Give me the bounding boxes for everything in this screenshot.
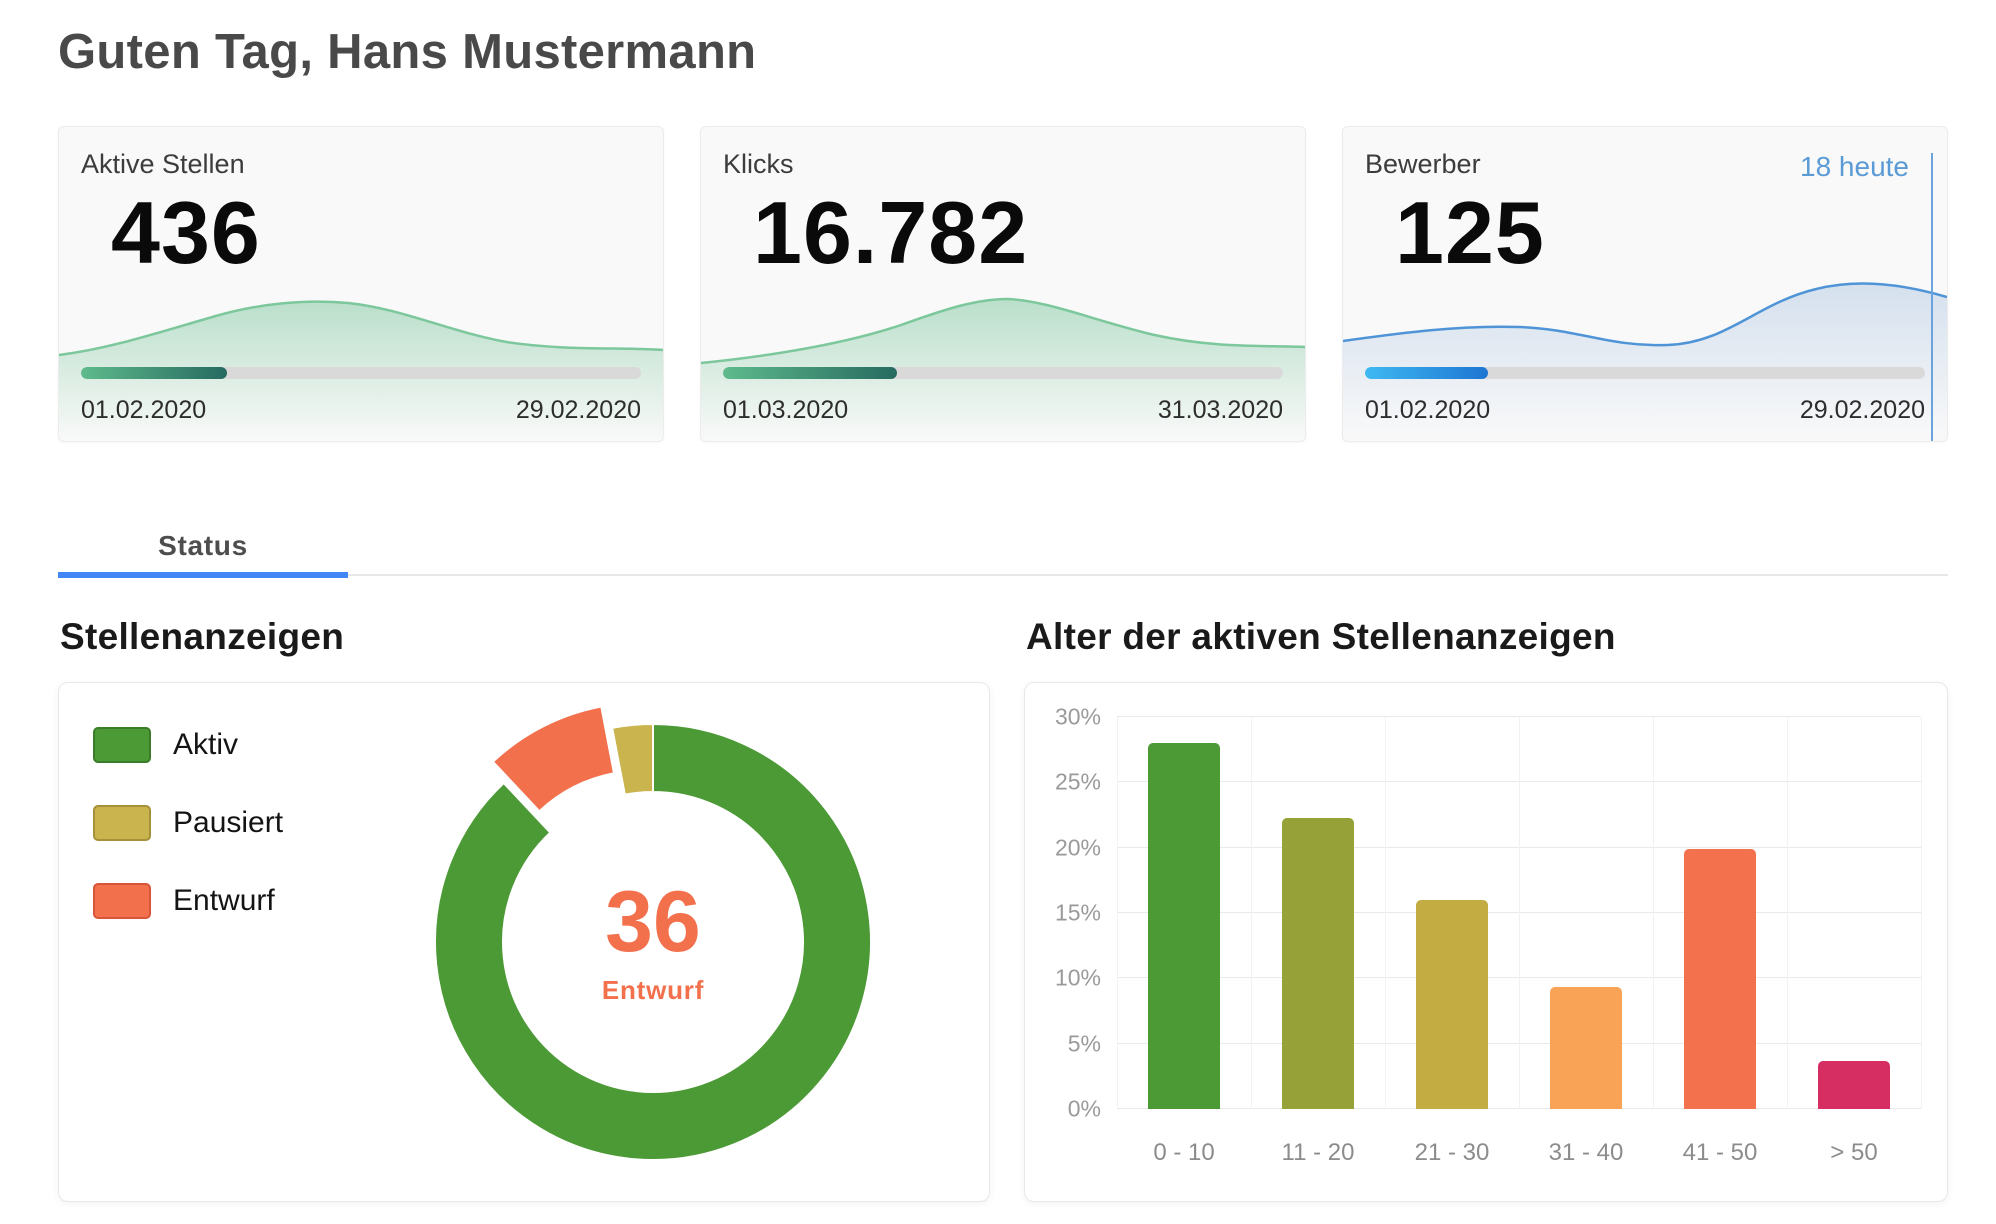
gridline-v — [1652, 717, 1654, 1109]
x-axis-label: 21 - 30 — [1414, 1139, 1490, 1166]
bar-column — [1787, 717, 1921, 1109]
page-title: Guten Tag, Hans Mustermann — [58, 25, 757, 79]
x-axis-label: 31 - 40 — [1548, 1139, 1624, 1166]
bar-plot: 0% 5% 10% 15% 20% 25% 30% — [1055, 704, 1922, 1122]
content-row: Stellenanzeigen Aktiv Pausiert Entwurf — [58, 616, 1948, 1202]
bar->50[interactable] — [1818, 1060, 1890, 1109]
y-tick-label: 15% — [1054, 899, 1101, 926]
y-tick-label: 10% — [1054, 964, 1101, 991]
y-tick-label: 25% — [1054, 768, 1101, 795]
chart-cursor-line — [1931, 153, 1933, 441]
sparkline-chart — [1343, 255, 1947, 441]
gridline-v — [1117, 717, 1118, 1109]
x-axis-label: 11 - 20 — [1281, 1139, 1355, 1166]
bar-41-50[interactable] — [1684, 848, 1756, 1109]
bar-columns — [1117, 717, 1921, 1109]
donut-section: Stellenanzeigen Aktiv Pausiert Entwurf — [58, 616, 990, 1202]
x-axis-label: 41 - 50 — [1682, 1139, 1758, 1166]
gridline-v — [1787, 717, 1788, 1109]
legend-label: Aktiv — [173, 728, 239, 761]
bar-column — [1385, 717, 1519, 1109]
y-tick-label: 20% — [1054, 834, 1101, 861]
gridline-v — [1384, 717, 1386, 1109]
legend-item-entwurf[interactable]: Entwurf — [93, 883, 283, 919]
kpi-card-bewerber: Bewerber 125 18 heute 01.02.2020 29.02.2… — [1342, 126, 1948, 442]
bar-column — [1251, 717, 1385, 1109]
date-range: 01.02.2020 29.02.2020 — [81, 396, 641, 425]
bar-x-axis: 0 - 10 11 - 20 21 - 30 31 - 40 41 - 50 > 50 — [1117, 1139, 1921, 1167]
bar-21-30[interactable] — [1416, 899, 1488, 1109]
kpi-value: 16.782 — [753, 183, 1029, 282]
y-tick-label: 30% — [1054, 703, 1101, 730]
date-from: 01.03.2020 — [723, 396, 849, 424]
legend-item-aktiv[interactable]: Aktiv — [93, 727, 283, 763]
donut-chart[interactable] — [413, 702, 893, 1182]
y-tick-label: 5% — [1067, 1030, 1101, 1057]
date-from: 01.02.2020 — [1365, 396, 1491, 424]
bar-column — [1519, 717, 1653, 1109]
bar-column — [1653, 717, 1787, 1109]
tab-status[interactable]: Status — [158, 530, 248, 561]
bar-panel: 0% 5% 10% 15% 20% 25% 30% 0 - 10 11 - 20 21 - 30… — [1024, 682, 1948, 1202]
bar-column — [1117, 717, 1251, 1109]
progress-bar — [1365, 367, 1925, 379]
kpi-value: 125 — [1395, 183, 1545, 282]
date-range: 01.03.2020 31.03.2020 — [723, 396, 1283, 425]
progress-bar — [723, 367, 1283, 379]
kpi-title: Aktive Stellen — [81, 149, 245, 179]
kpi-title: Bewerber — [1365, 149, 1481, 179]
donut-panel: Aktiv Pausiert Entwurf 36 Entwu — [58, 682, 990, 1202]
gridline-v — [1519, 717, 1520, 1109]
donut-slice-aktiv[interactable] — [434, 722, 872, 1161]
date-range: 01.02.2020 29.02.2020 — [1365, 396, 1925, 425]
x-axis-label: > 50 — [1830, 1139, 1878, 1166]
legend-label: Pausiert — [173, 806, 284, 839]
bar-0-10[interactable] — [1148, 743, 1220, 1109]
section-title-alter: Alter der aktiven Stellenanzeigen — [1026, 616, 1616, 657]
legend-swatch-aktiv — [93, 727, 151, 763]
kpi-card-klicks: Klicks 16.782 01.03.2020 31.03.2020 — [700, 126, 1306, 442]
section-title-stellenanzeigen: Stellenanzeigen — [60, 616, 345, 657]
bar-31-40[interactable] — [1550, 987, 1622, 1109]
kpi-value: 436 — [111, 183, 261, 282]
today-badge: 18 heute — [1800, 151, 1909, 182]
x-axis-label: 0 - 10 — [1153, 1139, 1215, 1166]
date-to: 31.03.2020 — [1157, 396, 1283, 424]
gridline-v — [1250, 717, 1252, 1109]
y-tick-label: 0% — [1067, 1095, 1101, 1122]
kpi-card-aktive-stellen: Aktive Stellen 436 01.02.2020 29.02.2020 — [58, 126, 664, 442]
kpi-row: Aktive Stellen 436 01.02.2020 29.02.2020 — [58, 126, 1948, 442]
date-to: 29.02.2020 — [1799, 396, 1925, 424]
bar-11-20[interactable] — [1282, 817, 1354, 1109]
tab-divider — [58, 574, 1948, 576]
legend-swatch-entwurf — [93, 883, 151, 919]
tab-bar: Status — [58, 518, 1948, 578]
legend-swatch-pausiert — [93, 805, 151, 841]
legend-label: Entwurf — [173, 884, 275, 917]
donut-chart-box: 36 Entwurf — [413, 702, 893, 1182]
donut-slice-entwurf[interactable] — [491, 705, 616, 813]
date-to: 29.02.2020 — [515, 396, 641, 424]
gridline-v — [1921, 717, 1922, 1109]
kpi-title: Klicks — [723, 149, 794, 179]
progress-bar — [81, 367, 641, 379]
gridline-h — [1117, 716, 1921, 717]
legend-item-pausiert[interactable]: Pausiert — [93, 805, 283, 841]
donut-slice-pausiert[interactable] — [610, 722, 654, 796]
active-tab-indicator — [58, 572, 348, 578]
bar-section: Alter der aktiven Stellenanzeigen 0% 5% 10… — [1024, 616, 1948, 1202]
date-from: 01.02.2020 — [81, 396, 207, 424]
donut-legend: Aktiv Pausiert Entwurf — [93, 727, 283, 919]
